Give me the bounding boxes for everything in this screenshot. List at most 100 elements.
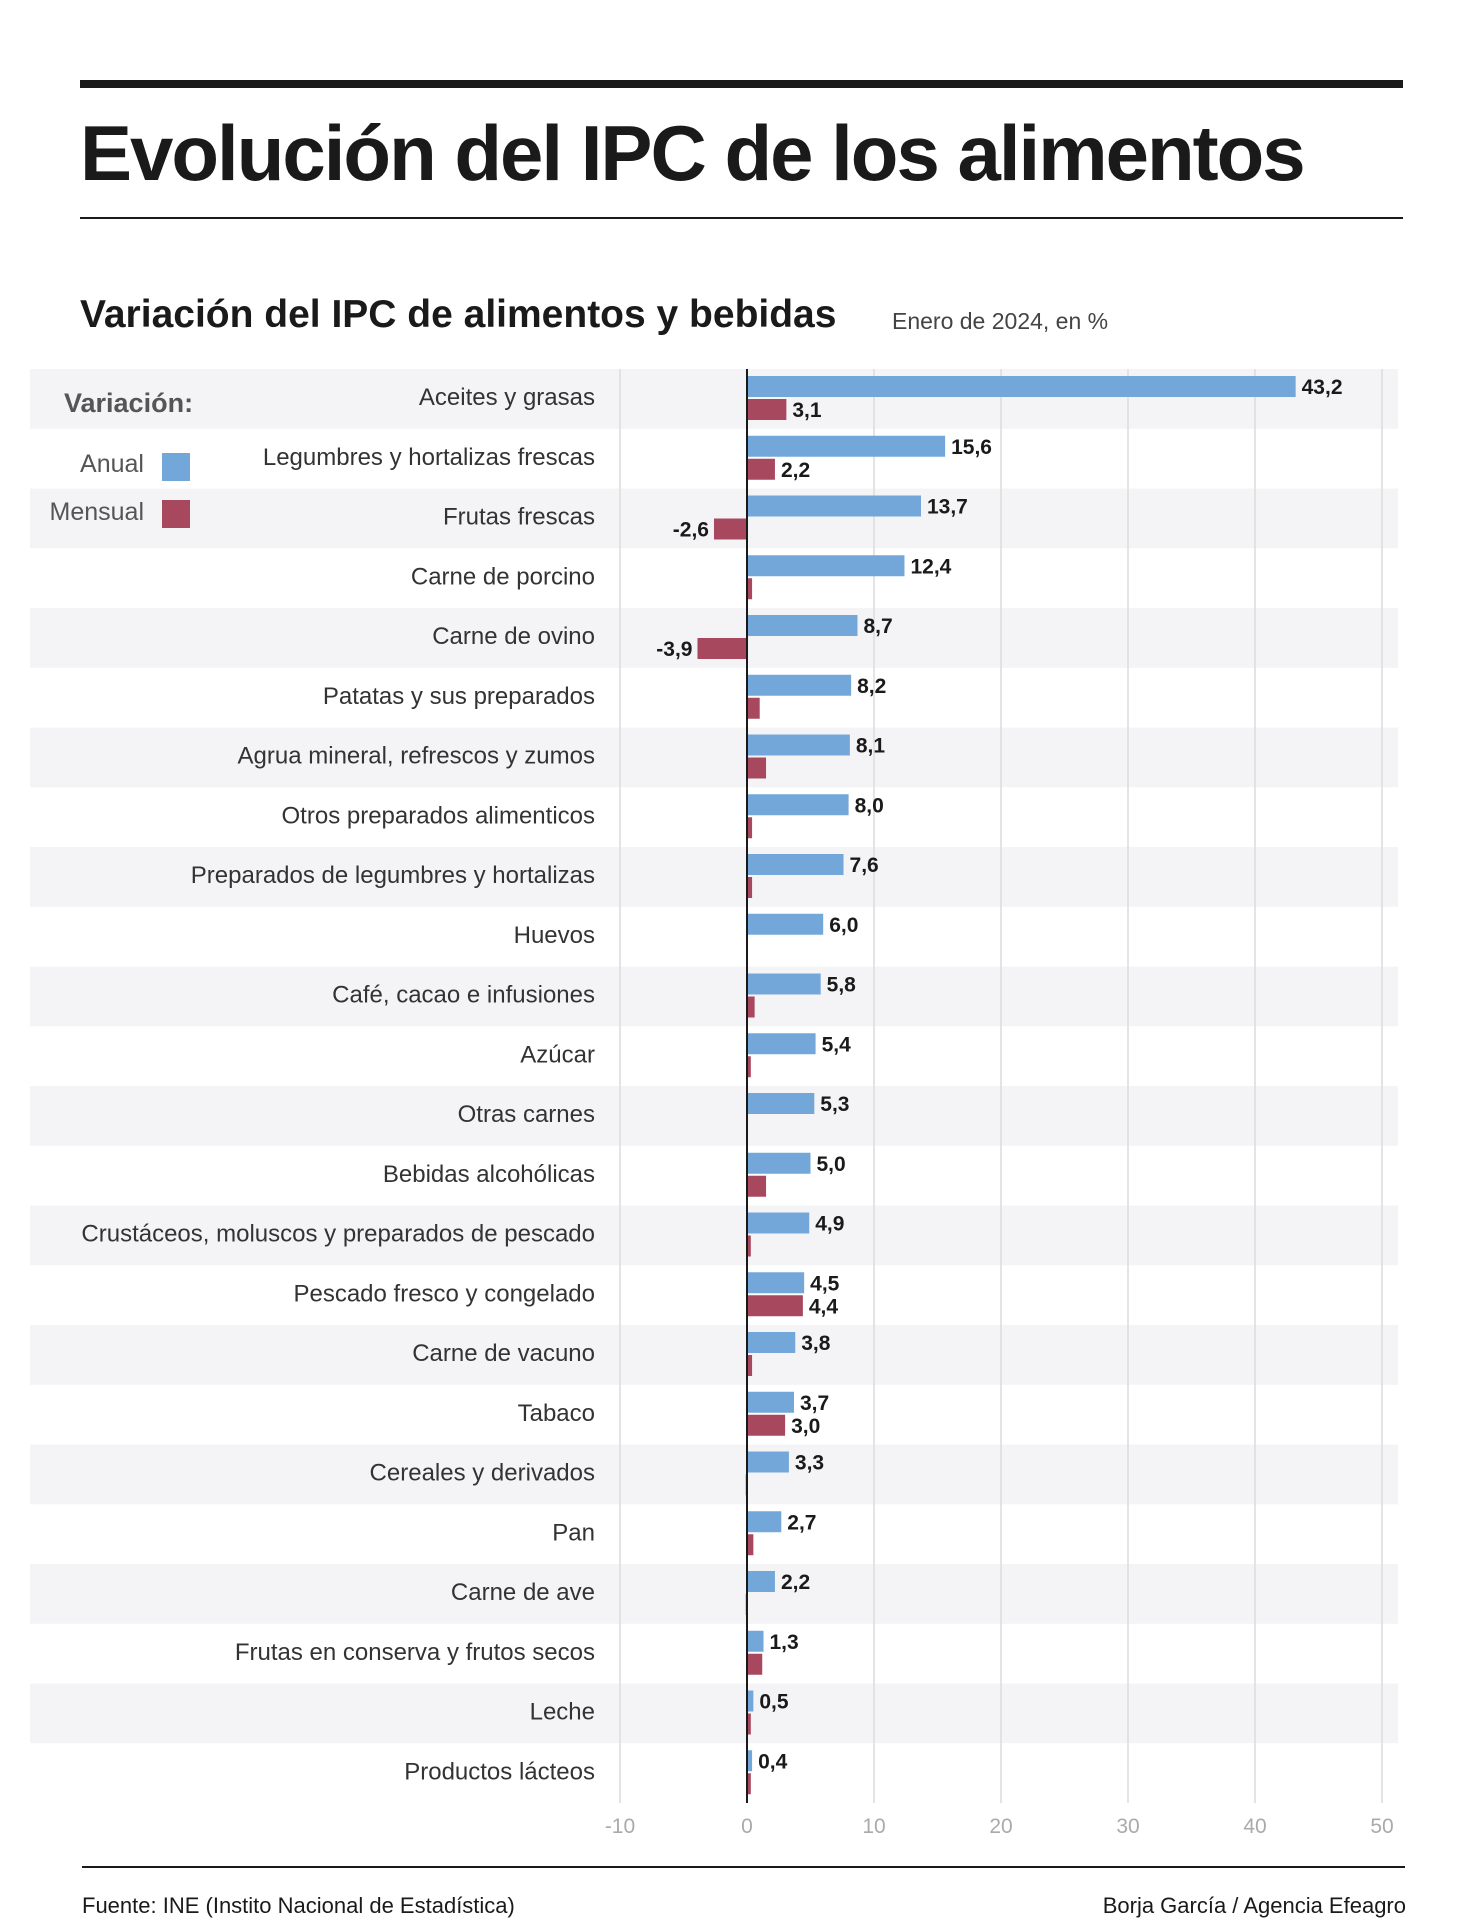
bar-anual: [747, 913, 824, 935]
bar-mensual: [747, 996, 755, 1018]
bar-mensual: [713, 518, 747, 540]
legend-label-anual: Anual: [80, 450, 144, 478]
category-label: Tabaco: [518, 1400, 595, 1427]
bar-mensual: [747, 578, 753, 600]
category-label: Bebidas alcohólicas: [383, 1161, 595, 1188]
data-label-anual: 8,0: [855, 794, 884, 817]
row-band: [30, 727, 1398, 788]
category-label: Cereales y derivados: [370, 1460, 595, 1487]
title-divider: [80, 217, 1403, 219]
data-label-mensual: 2,2: [781, 459, 810, 482]
bar-mensual: [747, 1355, 753, 1376]
category-label: Preparados de legumbres y hortalizas: [191, 862, 595, 889]
legend-swatch-anual: [162, 453, 190, 481]
bar-anual: [747, 674, 852, 696]
source-note: Fuente: INE (Instito Nacional de Estadís…: [82, 1893, 515, 1918]
data-label-anual: 2,7: [787, 1511, 816, 1534]
category-label: Pan: [552, 1519, 595, 1546]
category-label: Azúcar: [520, 1041, 595, 1068]
bar-anual: [747, 615, 858, 636]
legend-label-mensual: Mensual: [49, 498, 145, 526]
data-label-anual: 12,4: [910, 555, 951, 578]
category-label: Agrua mineral, refrescos y zumos: [238, 743, 595, 770]
bar-mensual: [747, 1295, 803, 1317]
data-label-anual: 0,5: [759, 1691, 789, 1714]
data-label-mensual: 4,4: [809, 1295, 839, 1318]
legend-swatch-mensual: [162, 500, 190, 528]
category-label: Carne de ave: [451, 1579, 595, 1606]
bar-anual: [747, 435, 946, 457]
data-label-anual: 5,8: [827, 974, 857, 997]
data-label-anual: 4,5: [810, 1272, 840, 1295]
bar-anual: [747, 1391, 794, 1413]
bar-mensual: [747, 458, 775, 480]
bar-anual: [747, 1272, 805, 1294]
credit-note: Borja García / Agencia Efeagro: [1102, 1893, 1406, 1918]
row-band: [30, 1325, 1398, 1385]
category-label: Frutas frescas: [443, 504, 595, 531]
bar-mensual: [747, 1056, 751, 1078]
data-label-anual: 13,7: [927, 496, 968, 519]
bar-anual: [747, 1750, 753, 1772]
bar-anual: [747, 1571, 775, 1592]
category-label: Carne de vacuno: [412, 1340, 595, 1367]
page-title: Evolución del IPC de los alimentos: [80, 109, 1306, 197]
chart-subtitle: Variación del IPC de alimentos y bebidas: [80, 293, 837, 336]
chart-subtitle-note: Enero de 2024, en %: [892, 308, 1109, 334]
data-label-anual: 3,3: [795, 1452, 824, 1475]
row-band: [30, 1444, 1398, 1505]
x-tick-label: -10: [605, 1815, 635, 1838]
legend-title: Variación:: [64, 388, 194, 418]
row-band: [30, 1205, 1398, 1266]
bar-anual: [747, 1332, 796, 1353]
row-band: [30, 847, 1398, 907]
data-label-mensual: 3,0: [791, 1415, 820, 1438]
bar-anual: [747, 1630, 764, 1652]
data-label-mensual: 3,1: [792, 399, 822, 422]
bar-mensual: [747, 697, 760, 719]
bar-anual: [747, 376, 1296, 397]
bar-mensual: [747, 1713, 751, 1735]
data-label-anual: 5,0: [817, 1153, 846, 1176]
data-label-anual: 5,4: [822, 1033, 852, 1056]
x-tick-label: 0: [741, 1815, 753, 1838]
category-label: Frutas en conserva y frutos secos: [235, 1639, 595, 1666]
x-tick-label: 30: [1116, 1815, 1139, 1838]
footer-divider: [82, 1866, 1405, 1868]
category-label: Carne de ovino: [432, 623, 595, 650]
category-label: Otras carnes: [458, 1101, 595, 1128]
category-label: Pescado fresco y congelado: [293, 1280, 595, 1307]
data-label-anual: 8,7: [863, 615, 892, 638]
category-label: Legumbres y hortalizas frescas: [263, 444, 595, 471]
category-label: Aceites y grasas: [419, 384, 595, 411]
top-rule: [80, 80, 1403, 88]
bar-anual: [747, 1212, 810, 1234]
bar-anual: [747, 1451, 789, 1473]
bar-anual: [747, 1093, 815, 1114]
data-label-mensual: -3,9: [656, 638, 692, 661]
data-label-anual: 3,8: [801, 1332, 831, 1355]
bar-mensual: [697, 638, 747, 659]
data-label-anual: 6,0: [829, 914, 858, 937]
row-band: [30, 1683, 1398, 1744]
category-label: Crustáceos, moluscos y preparados de pes…: [81, 1221, 595, 1248]
bar-mensual: [747, 1414, 786, 1436]
data-label-anual: 0,4: [758, 1750, 788, 1773]
bar-mensual: [747, 399, 787, 420]
bar-anual: [747, 1152, 811, 1174]
category-label: Carne de porcino: [411, 563, 595, 590]
category-label: Productos lácteos: [404, 1758, 595, 1785]
data-label-anual: 4,9: [815, 1213, 844, 1236]
category-label: Café, cacao e infusiones: [332, 982, 595, 1009]
bar-mensual: [747, 1534, 754, 1556]
bar-anual: [747, 1690, 754, 1712]
bar-mensual: [747, 817, 753, 839]
row-band: [30, 966, 1398, 1027]
category-label: Otros preparados alimenticos: [282, 802, 595, 829]
data-label-anual: 15,6: [951, 436, 992, 459]
data-label-anual: 3,7: [800, 1392, 829, 1415]
data-label-anual: 43,2: [1302, 376, 1343, 399]
bar-mensual: [747, 1653, 763, 1675]
data-label-anual: 8,1: [856, 735, 886, 758]
bar-mensual: [747, 1773, 751, 1795]
